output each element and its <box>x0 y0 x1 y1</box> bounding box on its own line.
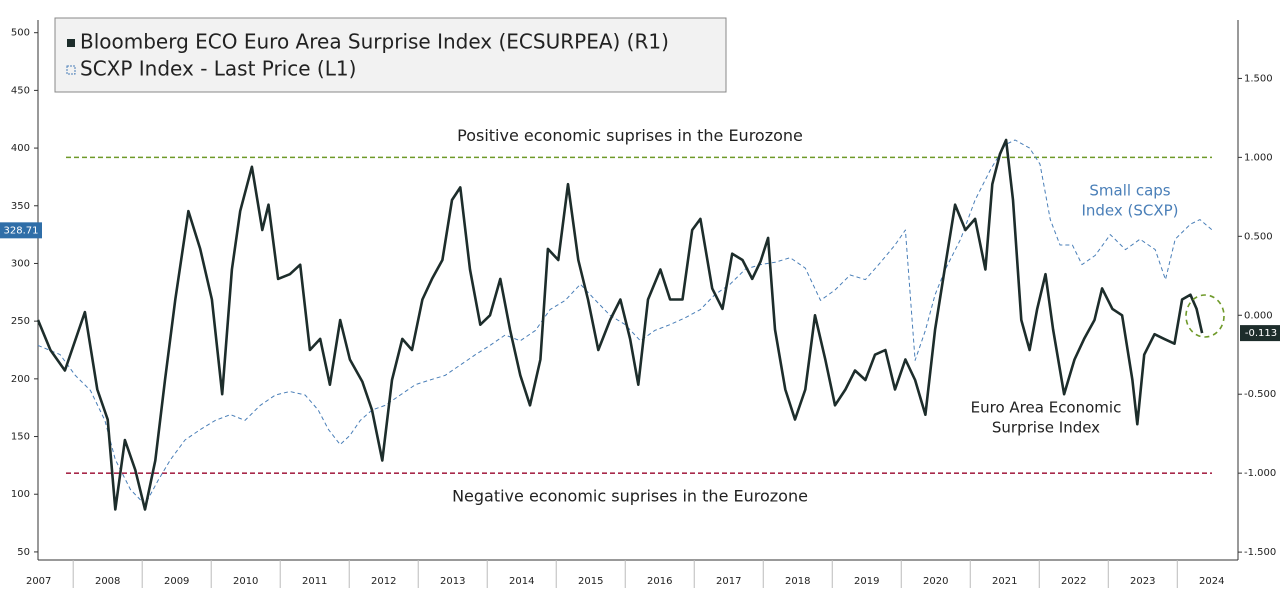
last-value-box <box>1240 325 1280 342</box>
legend-label: Bloomberg ECO Euro Area Surprise Index (… <box>80 30 669 54</box>
x-tick-label: 2021 <box>992 576 1017 587</box>
legend-label: SCXP Index - Last Price (L1) <box>80 57 356 81</box>
legend-box <box>54 17 727 93</box>
y-tick-label: 450 <box>11 85 30 96</box>
legend-swatch <box>67 39 75 47</box>
x-tick-label: 2011 <box>302 576 327 587</box>
y-tick-label: 100 <box>11 489 30 500</box>
x-tick-label: 2017 <box>716 576 741 587</box>
y2-tick-label: 0.000 <box>1244 310 1273 321</box>
last-value-label: -0.113 <box>1245 328 1277 339</box>
series-line <box>37 139 1213 506</box>
x-tick-label: 2022 <box>1061 576 1086 587</box>
highlight-circle <box>1185 294 1225 338</box>
x-tick-label: 2023 <box>1130 576 1155 587</box>
x-tick-label: 2013 <box>440 576 465 587</box>
y-tick-label: 400 <box>11 143 30 154</box>
y2-tick-label: 1.000 <box>1244 152 1273 163</box>
x-tick-label: 2007 <box>26 576 51 587</box>
y2-tick-label: 1.500 <box>1244 73 1273 84</box>
y-tick-label: 250 <box>11 316 30 327</box>
annotation: Index (SCXP) <box>1081 202 1178 220</box>
y-tick-label: 150 <box>11 432 30 443</box>
y-tick-label: 50 <box>17 547 30 558</box>
reference-label: Negative economic suprises in the Eurozo… <box>452 487 808 506</box>
y2-tick-label: -1.500 <box>1244 547 1276 558</box>
last-value-label: 328.71 <box>4 225 39 236</box>
annotation: Surprise Index <box>992 419 1100 437</box>
series-line <box>36 138 1204 511</box>
y2-tick-label: -1.000 <box>1244 468 1276 479</box>
annotation: Euro Area Economic <box>971 399 1122 417</box>
y-tick-label: 350 <box>11 201 30 212</box>
y-tick-label: 200 <box>11 374 30 385</box>
y2-tick-label: -0.500 <box>1244 389 1276 400</box>
x-tick-label: 2018 <box>785 576 810 587</box>
x-tick-label: 2016 <box>647 576 672 587</box>
x-tick-label: 2010 <box>233 576 258 587</box>
x-tick-label: 2015 <box>578 576 603 587</box>
x-tick-label: 2009 <box>164 576 189 587</box>
x-tick-label: 2024 <box>1199 576 1224 587</box>
x-tick-label: 2019 <box>854 576 879 587</box>
x-tick-label: 2020 <box>923 576 948 587</box>
y2-tick-label: 0.500 <box>1244 231 1273 242</box>
x-tick-label: 2014 <box>509 576 534 587</box>
reference-label: Positive economic suprises in the Eurozo… <box>457 126 803 145</box>
annotation: Small caps <box>1089 182 1170 200</box>
legend-swatch <box>66 65 76 75</box>
x-tick-label: 2008 <box>95 576 120 587</box>
y-tick-label: 300 <box>11 258 30 269</box>
x-tick-label: 2012 <box>371 576 396 587</box>
y-tick-label: 500 <box>11 28 30 39</box>
last-value-box <box>0 222 42 239</box>
